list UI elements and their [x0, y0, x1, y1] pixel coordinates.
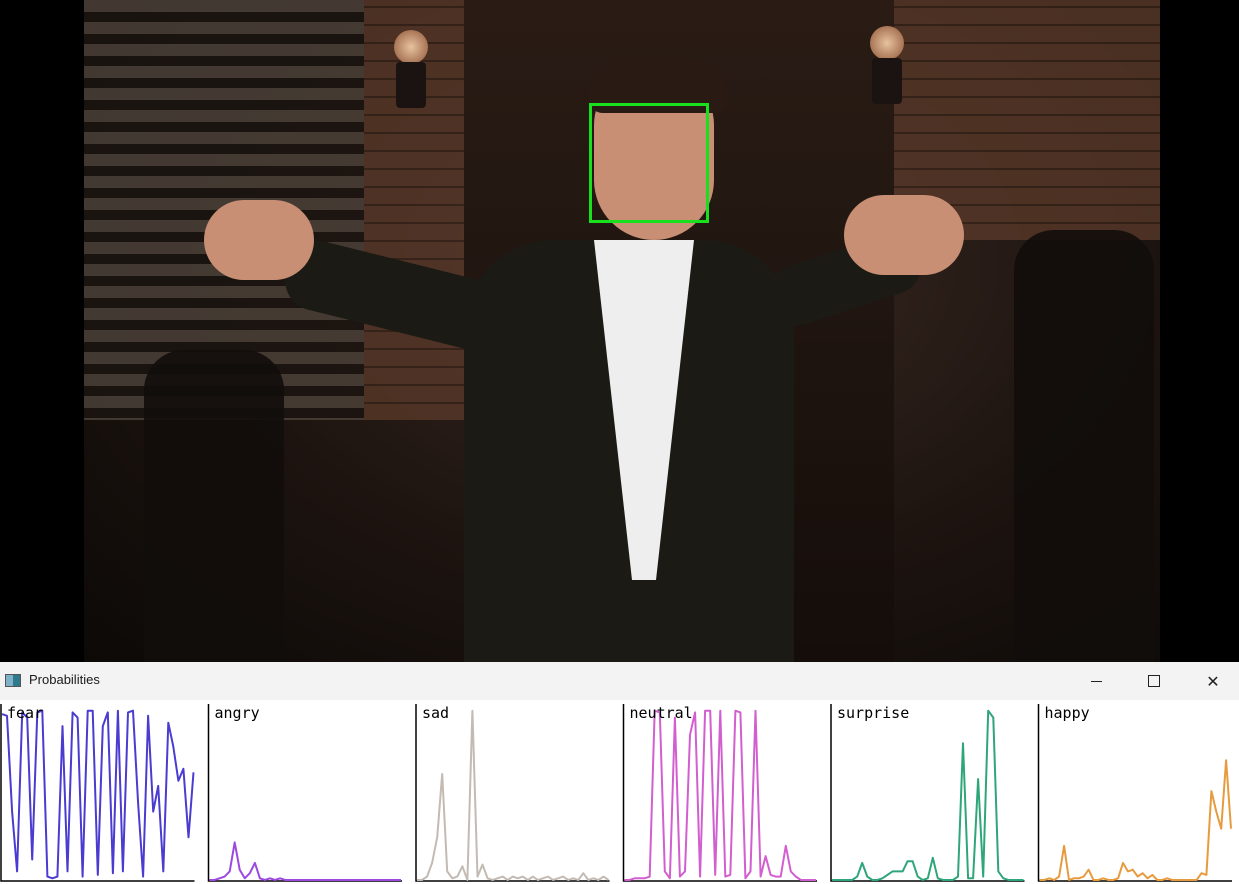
wall-lamp-right-base	[872, 58, 902, 104]
background-musician-right	[1014, 230, 1154, 662]
plot-happy: happy	[1037, 704, 1232, 882]
probabilities-window: Probabilities ✕ fear angry sad neutral surpr…	[0, 662, 1239, 884]
plot-label-sad: sad	[422, 704, 449, 722]
plot-fear: fear	[0, 704, 195, 882]
plot-sad: sad	[415, 704, 610, 882]
plot-label-angry: angry	[215, 704, 260, 722]
probability-plots-svg: fear angry sad neutral surprise happy	[0, 704, 1232, 882]
close-button[interactable]: ✕	[1184, 662, 1239, 700]
maximize-button[interactable]	[1125, 662, 1183, 700]
window-title: Probabilities	[29, 672, 100, 687]
performer-left-hand	[204, 200, 314, 280]
video-frame	[84, 0, 1160, 662]
plot-axes	[1037, 704, 1232, 882]
series-line-happy	[1039, 759, 1232, 881]
plot-label-fear: fear	[7, 704, 43, 722]
series-line-sad	[417, 709, 610, 881]
close-icon: ✕	[1206, 671, 1220, 691]
series-line-fear	[1, 709, 195, 880]
minimize-icon	[1090, 680, 1102, 682]
plot-angry: angry	[207, 704, 402, 882]
background-musician-left	[144, 350, 284, 662]
minimize-button[interactable]	[1067, 662, 1125, 700]
face-detection-box	[589, 103, 709, 223]
wall-lamp-left	[394, 30, 428, 64]
probability-plots: fear angry sad neutral surprise happy	[0, 700, 1239, 884]
wall-lamp-right	[870, 26, 904, 60]
plot-axes	[830, 704, 1025, 882]
series-line-angry	[209, 841, 401, 881]
plot-surprise: surprise	[830, 704, 1025, 882]
plot-axes	[0, 704, 195, 882]
plot-neutral: neutral	[622, 704, 817, 882]
series-line-surprise	[832, 709, 1024, 881]
maximize-icon	[1148, 675, 1160, 687]
plot-label-surprise: surprise	[837, 704, 909, 722]
title-bar[interactable]: Probabilities ✕	[0, 662, 1239, 700]
plot-axes	[415, 704, 610, 882]
plot-label-neutral: neutral	[630, 704, 693, 722]
plot-label-happy: happy	[1045, 704, 1090, 722]
stage-scene-image	[84, 0, 1160, 662]
app-icon	[5, 674, 21, 687]
performer-right-hand	[844, 195, 964, 275]
wall-lamp-left-base	[396, 62, 426, 108]
series-line-neutral	[624, 709, 816, 881]
plot-axes	[622, 704, 817, 882]
